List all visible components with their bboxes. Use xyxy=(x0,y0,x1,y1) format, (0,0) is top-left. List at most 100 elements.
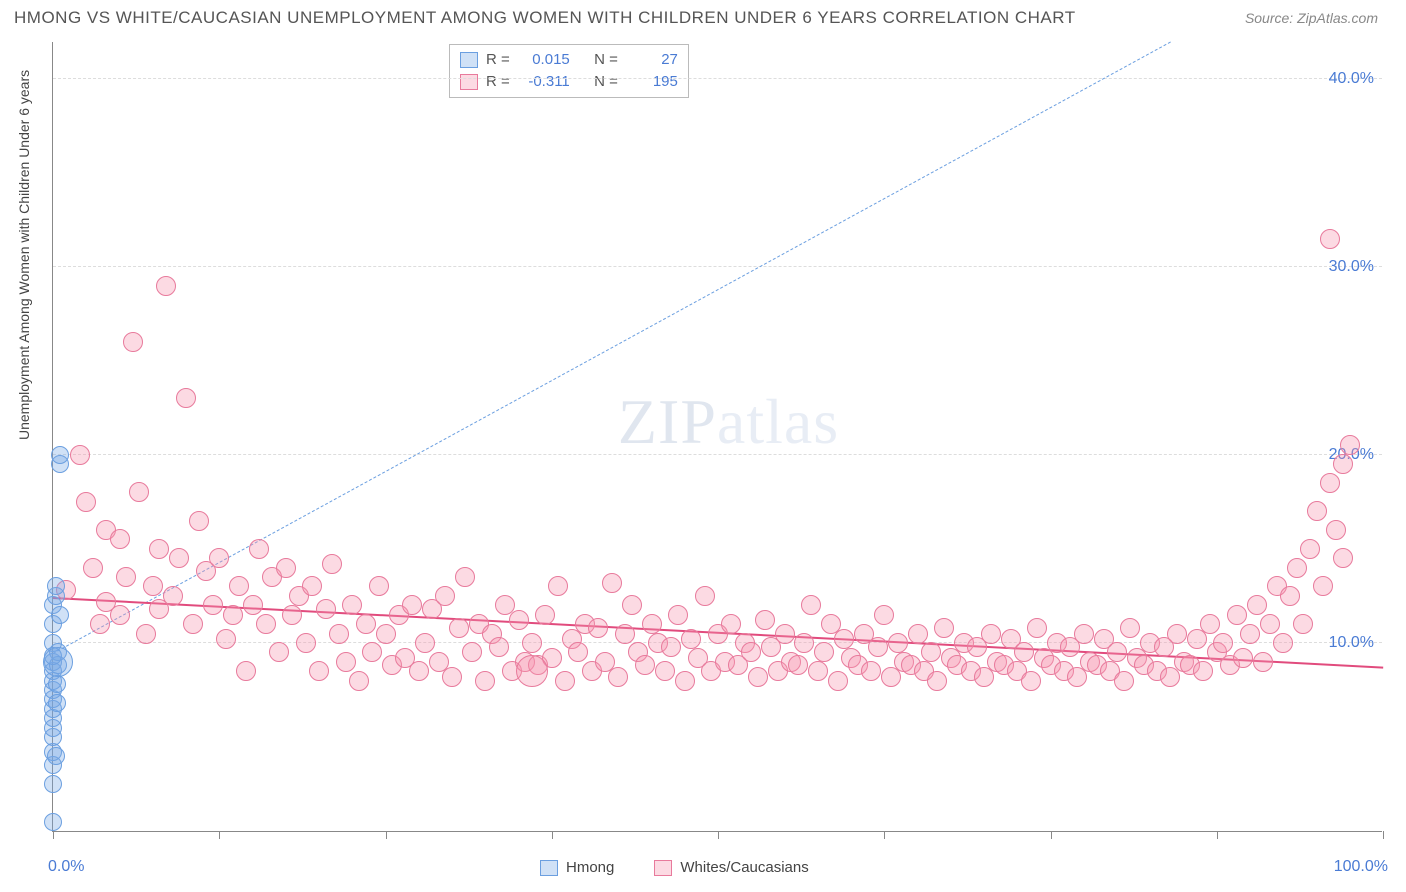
whites-point xyxy=(309,661,329,681)
whites-point xyxy=(163,586,183,606)
x-tick-mark xyxy=(386,831,387,839)
whites-point xyxy=(349,671,369,691)
legend-swatch xyxy=(540,860,558,876)
whites-point xyxy=(775,624,795,644)
stats-swatch xyxy=(460,74,478,90)
gridline-horizontal xyxy=(53,454,1382,455)
whites-point xyxy=(376,624,396,644)
whites-point xyxy=(1333,548,1353,568)
whites-point xyxy=(356,614,376,634)
stat-r-value: -0.311 xyxy=(518,71,570,93)
whites-point xyxy=(834,629,854,649)
whites-point xyxy=(70,445,90,465)
hmong-point xyxy=(47,577,65,595)
legend-label: Whites/Caucasians xyxy=(680,859,808,876)
whites-point xyxy=(449,618,469,638)
whites-point xyxy=(642,614,662,634)
whites-point xyxy=(741,642,761,662)
whites-point xyxy=(1293,614,1313,634)
whites-point xyxy=(868,637,888,657)
whites-point xyxy=(183,614,203,634)
whites-point xyxy=(123,332,143,352)
whites-point xyxy=(1240,624,1260,644)
whites-point xyxy=(668,605,688,625)
whites-point xyxy=(129,482,149,502)
whites-point xyxy=(83,558,103,578)
whites-point xyxy=(1280,586,1300,606)
whites-point xyxy=(568,642,588,662)
whites-point xyxy=(136,624,156,644)
whites-point xyxy=(548,576,568,596)
whites-point xyxy=(322,554,342,574)
whites-point xyxy=(442,667,462,687)
chart-title: HMONG VS WHITE/CAUCASIAN UNEMPLOYMENT AM… xyxy=(14,8,1076,28)
whites-point xyxy=(608,667,628,687)
whites-point xyxy=(156,276,176,296)
whites-point xyxy=(1260,614,1280,634)
whites-point xyxy=(402,595,422,615)
stat-r-label: R = xyxy=(486,71,510,93)
stat-r-label: R = xyxy=(486,49,510,71)
hmong-point xyxy=(51,446,69,464)
whites-point xyxy=(1027,618,1047,638)
whites-point xyxy=(981,624,1001,644)
whites-point xyxy=(1114,671,1134,691)
whites-point xyxy=(814,642,834,662)
whites-point xyxy=(748,667,768,687)
hmong-point xyxy=(47,747,65,765)
whites-point xyxy=(223,605,243,625)
whites-point xyxy=(1233,648,1253,668)
whites-point xyxy=(681,629,701,649)
whites-point xyxy=(635,655,655,675)
x-tick-mark xyxy=(1217,831,1218,839)
whites-point xyxy=(110,529,130,549)
whites-point xyxy=(828,671,848,691)
source-attribution: Source: ZipAtlas.com xyxy=(1245,10,1378,26)
whites-point xyxy=(369,576,389,596)
whites-point xyxy=(329,624,349,644)
whites-point xyxy=(462,642,482,662)
whites-point xyxy=(1213,633,1233,653)
whites-point xyxy=(888,633,908,653)
whites-point xyxy=(1167,624,1187,644)
y-tick-label: 40.0% xyxy=(1329,70,1374,88)
whites-point xyxy=(296,633,316,653)
legend-swatch xyxy=(654,860,672,876)
scatter-plot-area: ZIPatlas R =0.015 N =27R =-0.311 N =195 … xyxy=(52,42,1382,832)
whites-point xyxy=(342,595,362,615)
whites-point xyxy=(788,655,808,675)
whites-point xyxy=(143,576,163,596)
whites-point xyxy=(455,567,475,587)
whites-point xyxy=(755,610,775,630)
whites-point xyxy=(622,595,642,615)
whites-point xyxy=(921,642,941,662)
watermark-zip: ZIP xyxy=(618,386,717,457)
whites-point xyxy=(801,595,821,615)
whites-point xyxy=(282,605,302,625)
x-axis-end-label: 100.0% xyxy=(1334,858,1388,876)
stats-swatch xyxy=(460,52,478,68)
whites-point xyxy=(302,576,322,596)
whites-point xyxy=(588,618,608,638)
whites-point xyxy=(1333,454,1353,474)
whites-point xyxy=(362,642,382,662)
whites-point xyxy=(1273,633,1293,653)
whites-point xyxy=(1074,624,1094,644)
whites-point xyxy=(169,548,189,568)
whites-point xyxy=(110,605,130,625)
hmong-point xyxy=(44,813,62,831)
whites-point xyxy=(435,586,455,606)
whites-point xyxy=(1014,642,1034,662)
stats-row-hmong: R =0.015 N =27 xyxy=(460,49,678,71)
whites-point xyxy=(1120,618,1140,638)
whites-point xyxy=(116,567,136,587)
x-axis-start-label: 0.0% xyxy=(48,858,84,876)
whites-point xyxy=(615,624,635,644)
legend-item-whites: Whites/Caucasians xyxy=(654,859,808,876)
whites-point xyxy=(721,614,741,634)
whites-point xyxy=(336,652,356,672)
correlation-stats-box: R =0.015 N =27R =-0.311 N =195 xyxy=(449,44,689,98)
whites-point xyxy=(695,586,715,606)
whites-point xyxy=(1340,435,1360,455)
legend-label: Hmong xyxy=(566,859,614,876)
